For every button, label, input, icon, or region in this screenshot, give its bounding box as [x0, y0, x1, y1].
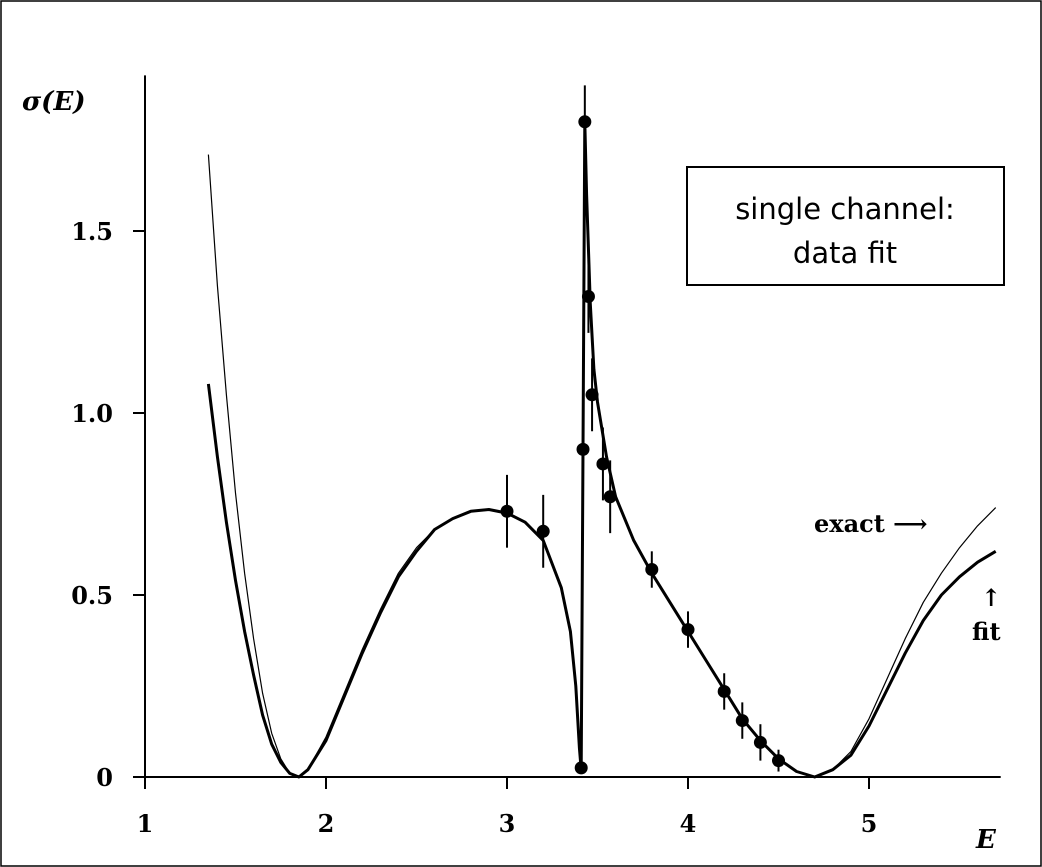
data-point: [500, 504, 514, 518]
data-points: [500, 85, 785, 775]
data-point: [596, 457, 610, 471]
data-point: [581, 290, 595, 304]
data-point: [717, 684, 731, 698]
x-tick-label: 3: [499, 809, 516, 838]
data-point: [772, 754, 785, 768]
y-tick-label: 1.0: [71, 399, 113, 428]
data-point: [578, 115, 592, 129]
data-point: [574, 761, 588, 775]
data-point: [645, 563, 659, 577]
data-point: [585, 388, 599, 402]
fit-arrow-annotation: ↑: [981, 583, 1001, 612]
y-axis-title: σ(E): [22, 87, 86, 117]
data-point: [753, 735, 767, 749]
exact-annotation: exact ⟶: [814, 509, 928, 538]
x-tick-label: 1: [137, 809, 154, 838]
data-point: [735, 714, 749, 728]
data-point: [681, 623, 695, 637]
y-tick-label: 0.5: [71, 581, 113, 610]
legend-line-1: single channel:: [735, 192, 955, 226]
data-point: [576, 442, 590, 456]
legend-line-2: data fit: [793, 236, 897, 270]
x-tick-label: 4: [680, 809, 697, 838]
legend-box: single channel: data fit: [686, 166, 1005, 286]
y-tick-label: 1.5: [71, 217, 113, 246]
x-tick-label: 2: [318, 809, 335, 838]
axes: [133, 75, 1001, 789]
y-tick-label: 0: [96, 763, 113, 792]
data-point: [603, 490, 617, 504]
fit-annotation: fit: [972, 617, 1001, 646]
tick-labels: 1 2 3 4 5 0 0.5 1.0 1.5: [71, 217, 877, 838]
x-axis-title: E: [975, 825, 997, 855]
legend-box-border: [686, 166, 1005, 286]
x-tick-label: 5: [861, 809, 878, 838]
data-point: [536, 524, 550, 538]
